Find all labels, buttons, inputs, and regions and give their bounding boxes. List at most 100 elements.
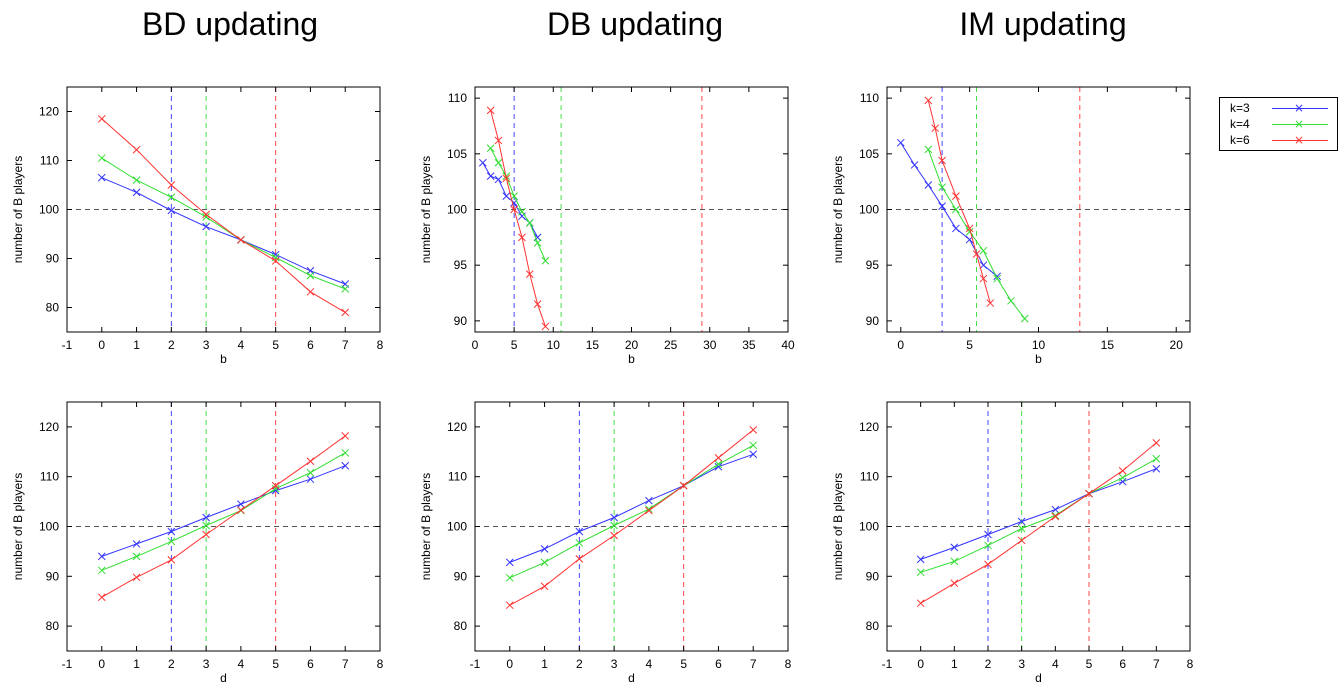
series-line-k=4 (101, 157, 346, 290)
x-tick-label: 5 (272, 657, 279, 671)
x-tick-label: 15 (586, 338, 600, 352)
data-point-k=6 (924, 96, 933, 105)
x-tick-label: 4 (238, 338, 245, 352)
data-point-k=4 (486, 144, 495, 153)
x-tick-label: 3 (611, 657, 618, 671)
data-point-k=4 (984, 541, 992, 550)
data-point-k=6 (510, 205, 518, 214)
y-tick-label: 100 (39, 520, 59, 534)
data-point-k=6 (679, 481, 688, 490)
y-tick-label: 80 (46, 301, 60, 315)
data-point-k=6 (271, 257, 280, 265)
data-point-k=4 (749, 441, 758, 450)
x-tick-label: 3 (1018, 657, 1025, 671)
legend-item-k6: k=6 × (1220, 132, 1337, 148)
data-point-k=4 (993, 274, 1002, 283)
data-point-k=4 (97, 566, 106, 575)
y-tick-label: 90 (46, 569, 60, 583)
data-point-k=6 (1017, 536, 1026, 545)
x-tick-label: 6 (307, 657, 314, 671)
data-point-k=3 (952, 224, 960, 233)
series-line-k=3 (900, 142, 998, 277)
y-tick-label: 110 (860, 91, 879, 105)
data-point-k=3 (924, 181, 933, 189)
data-point-k=4 (341, 285, 350, 293)
data-point-k=3 (1152, 464, 1161, 473)
data-point-k=6 (306, 287, 315, 296)
y-tick-label: 120 (447, 420, 467, 434)
data-point-k=3 (132, 540, 141, 548)
y-axis-label: number of B players (11, 156, 25, 263)
x-tick-label: 10 (547, 338, 561, 352)
data-point-k=4 (916, 568, 925, 577)
data-point-k=3 (167, 527, 176, 536)
data-point-k=4 (952, 205, 960, 214)
data-point-k=4 (271, 484, 280, 493)
data-point-k=3 (749, 450, 758, 459)
data-point-k=6 (1152, 438, 1161, 447)
data-point-k=4 (1007, 296, 1015, 305)
x-tick-label: 0 (98, 657, 105, 671)
y-tick-label: 90 (454, 569, 468, 583)
legend-swatch-line (1272, 140, 1328, 141)
data-point-k=6 (533, 300, 542, 309)
y-tick-label: 110 (40, 470, 59, 484)
data-point-k=3 (938, 202, 946, 211)
x-tick-label: 25 (664, 338, 678, 352)
series-group (97, 432, 350, 602)
data-point-k=3 (97, 173, 106, 182)
data-point-k=3 (97, 552, 106, 561)
x-tick-label: 3 (203, 657, 210, 671)
data-point-k=4 (306, 271, 315, 280)
data-point-k=6 (271, 481, 280, 490)
data-point-k=6 (916, 599, 925, 608)
series-line-k=6 (509, 429, 754, 606)
data-point-k=6 (984, 560, 992, 569)
x-tick-label: 2 (168, 338, 175, 352)
x-tick-label: 35 (742, 338, 756, 352)
data-point-k=6 (714, 453, 723, 462)
data-point-k=3 (486, 172, 495, 180)
y-tick-label: 120 (859, 420, 879, 434)
x-tick-label: 6 (1119, 657, 1126, 671)
x-tick-label: -1 (470, 657, 481, 671)
legend-swatch-line (1272, 124, 1328, 125)
data-point-k=3 (1051, 505, 1060, 514)
data-point-k=6 (1085, 489, 1093, 498)
data-point-k=4 (540, 558, 549, 567)
y-axis-label: number of B players (419, 156, 433, 263)
x-tick-label: 4 (1052, 657, 1059, 671)
x-tick-label: -1 (62, 657, 73, 671)
data-point-k=4 (132, 552, 141, 561)
y-axis-label: number of B players (419, 473, 433, 580)
series-line-k=6 (101, 118, 346, 313)
series-line-k=4 (927, 149, 1026, 319)
data-point-k=3 (540, 545, 549, 553)
data-point-k=4 (714, 460, 723, 469)
data-point-k=4 (132, 176, 141, 184)
data-point-k=6 (202, 210, 210, 219)
x-tick-label: 1 (951, 657, 958, 671)
data-point-k=6 (972, 250, 981, 258)
x-tick-label: 4 (646, 657, 653, 671)
legend-item-k3: k=3 × (1220, 100, 1337, 116)
data-point-k=3 (979, 261, 988, 270)
y-tick-label: 100 (859, 203, 879, 217)
data-point-k=3 (910, 161, 919, 169)
x-tick-label: 0 (506, 657, 513, 671)
x-tick-label: 8 (377, 338, 384, 352)
series-line-k=3 (920, 468, 1157, 560)
x-tick-label: 1 (133, 338, 140, 352)
data-point-k=4 (202, 212, 210, 221)
x-axis-label: b (1035, 352, 1042, 366)
x-tick-label: 8 (785, 657, 792, 671)
x-tick-label: 8 (377, 657, 384, 671)
data-point-k=3 (916, 555, 925, 564)
data-point-k=6 (132, 145, 141, 154)
data-point-k=4 (924, 145, 933, 154)
x-tick-label: 5 (680, 657, 687, 671)
